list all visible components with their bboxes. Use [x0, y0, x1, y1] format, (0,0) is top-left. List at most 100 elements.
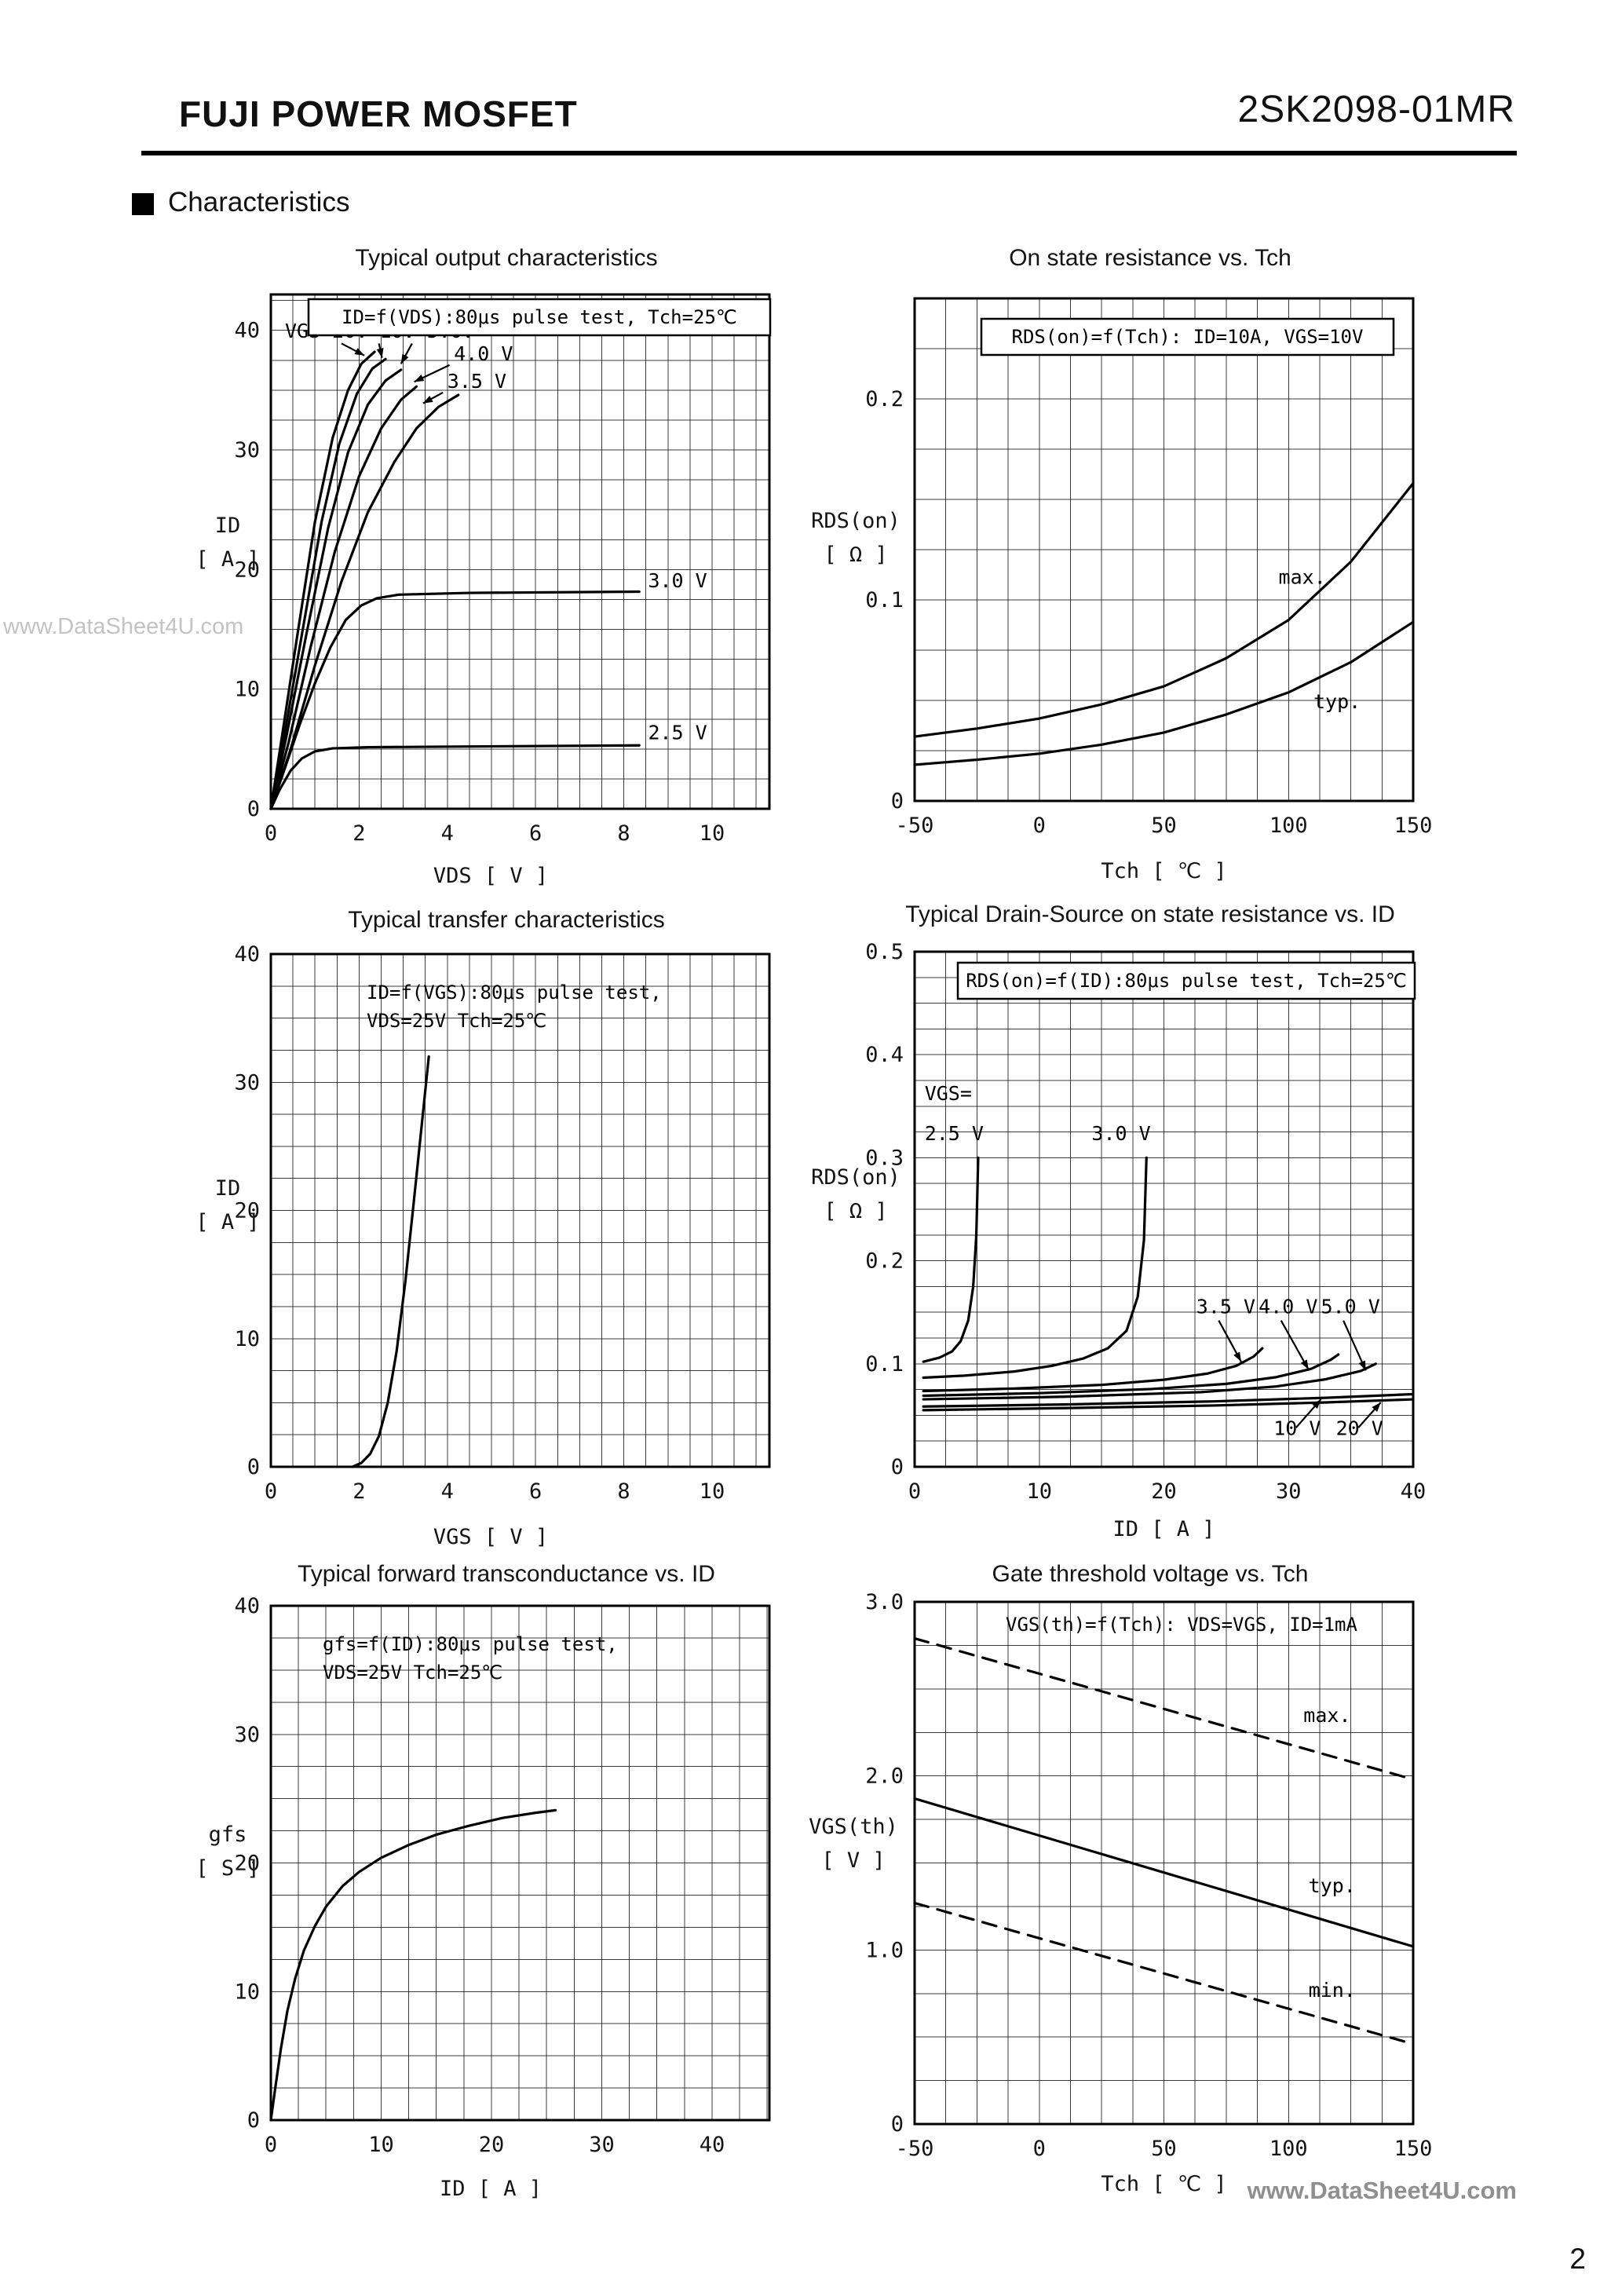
chart-title-typical-output-characteristics: Typical output characteristics [355, 245, 658, 271]
x-axis-label-id-3: ID [ A ] [1112, 1517, 1215, 1541]
svg-text:0.2: 0.2 [865, 1249, 904, 1274]
chart-title-on-state-resistance-vs-id: Typical Drain-Source on state resistance… [905, 901, 1395, 927]
y-axis-unit: [ V ] [821, 1848, 886, 1874]
x-axis-label-id-4: ID [ A ] [439, 2177, 542, 2201]
chart-title-on-state-resistance-vs-tch: On state resistance vs. Tch [1009, 245, 1291, 271]
svg-text:3.5 V: 3.5 V [448, 370, 506, 393]
svg-text:6: 6 [529, 821, 542, 846]
y-axis-symbol: ID [214, 1176, 241, 1201]
svg-text:2: 2 [353, 1479, 365, 1504]
svg-text:0: 0 [265, 2133, 277, 2157]
svg-text:2.5 V: 2.5 V [925, 1122, 984, 1145]
svg-text:50: 50 [1151, 2137, 1177, 2161]
part-number: 2SK2098-01MR [1237, 89, 1515, 130]
svg-text:10: 10 [234, 678, 260, 702]
svg-text:40: 40 [234, 1594, 260, 1618]
section-title: Characteristics [168, 187, 350, 218]
y-axis-label-gfs: gfs [ S ] [184, 1818, 271, 1885]
svg-text:gfs=f(ID):80μs pulse test,: gfs=f(ID):80μs pulse test, [323, 1633, 618, 1655]
svg-text:100: 100 [1269, 2137, 1308, 2161]
svg-text:typ.: typ. [1313, 690, 1361, 713]
watermark-bottom: www.DataSheet4U.com [1247, 2177, 1517, 2204]
chart-plot-typical-transfer-characteristics: 0 2 4 6 8 10 0 10 20 30 40 ID=f(VGS):80μs pulse tes… [234, 942, 771, 1504]
svg-text:40: 40 [1401, 1479, 1427, 1504]
header-rule [141, 151, 1517, 155]
y-axis-label-vgsth: VGS(th) [ V ] [798, 1810, 909, 1877]
y-axis-label-rdson-id: RDS(on) [ Ω ] [802, 1161, 909, 1228]
svg-text:150: 150 [1394, 2137, 1433, 2161]
y-axis-unit: [ S ] [195, 1856, 260, 1881]
svg-text:0.2: 0.2 [865, 387, 904, 411]
y-axis-label-transfer: ID [ A ] [184, 1172, 271, 1239]
y-axis-symbol: gfs [208, 1823, 247, 1847]
chart-plot-on-state-resistance-vs-tch: -50 0 50 100 15000.10.2max.typ.RDS(on)=f(Tch… [865, 297, 1433, 838]
svg-text:30: 30 [234, 438, 260, 462]
svg-text:ID=f(VGS):80μs pulse test,: ID=f(VGS):80μs pulse test, [367, 982, 662, 1004]
svg-text:100: 100 [1269, 813, 1308, 838]
svg-text:0: 0 [247, 1455, 260, 1479]
svg-text:0.1: 0.1 [865, 588, 904, 612]
svg-text:0.5: 0.5 [865, 940, 904, 964]
svg-text:10: 10 [1026, 1479, 1052, 1504]
svg-text:10 V: 10 V [1273, 1417, 1321, 1439]
svg-text:30: 30 [589, 2133, 615, 2157]
y-axis-unit: [ A ] [195, 1210, 260, 1235]
y-axis-symbol: VGS(th) [809, 1815, 898, 1839]
svg-text:VDS=25V Tch=25℃: VDS=25V Tch=25℃ [367, 1010, 546, 1032]
svg-text:0: 0 [1033, 2137, 1046, 2161]
x-axis-label-tch-1: Tch [ ℃ ] [1101, 859, 1227, 883]
y-axis-symbol: ID [214, 514, 241, 538]
svg-text:10: 10 [234, 1980, 260, 2004]
svg-text:8: 8 [617, 1479, 630, 1504]
svg-text:30: 30 [234, 1070, 260, 1095]
svg-text:3.0 V: 3.0 V [1091, 1122, 1150, 1145]
svg-text:20: 20 [479, 2133, 505, 2157]
svg-text:2.5 V: 2.5 V [648, 722, 707, 744]
svg-text:150: 150 [1394, 813, 1433, 838]
svg-text:2: 2 [353, 821, 365, 846]
chart-title-gate-threshold-voltage: Gate threshold voltage vs. Tch [992, 1561, 1309, 1587]
svg-text:40: 40 [234, 942, 260, 967]
svg-text:min.: min. [1309, 1979, 1356, 2002]
y-axis-unit: [ A ] [195, 547, 260, 572]
x-axis-label-vgs: VGS [ V ] [433, 1525, 549, 1549]
y-axis-symbol: RDS(on) [811, 509, 901, 533]
svg-text:0: 0 [247, 2108, 260, 2133]
svg-text:VGS(th)=f(Tch): VDS=VGS, ID=1m: VGS(th)=f(Tch): VDS=VGS, ID=1mA [1006, 1614, 1357, 1636]
y-axis-symbol: RDS(on) [811, 1165, 901, 1190]
watermark-left: www.DataSheet4U.com [3, 614, 244, 639]
svg-text:0: 0 [265, 1479, 277, 1504]
svg-text:4: 4 [441, 821, 454, 846]
page-number: 2 [1569, 2243, 1586, 2275]
chart-plot-forward-transconductance: 0 10 20 30 40 0 10 20 30 40 gfs=f(ID):80μs pulse t… [234, 1594, 771, 2157]
svg-text:0: 0 [891, 2112, 904, 2137]
svg-text:max.: max. [1279, 566, 1326, 589]
svg-text:VDS=25V Tch=25℃: VDS=25V Tch=25℃ [323, 1662, 502, 1684]
svg-text:40: 40 [234, 319, 260, 343]
svg-text:20 V: 20 V [1336, 1417, 1383, 1439]
svg-text:0: 0 [247, 797, 260, 821]
svg-text:VGS=: VGS= [925, 1082, 972, 1105]
y-axis-label-output: ID [ A ] [184, 509, 271, 576]
svg-text:40: 40 [700, 2133, 725, 2157]
y-axis-unit: [ Ω ] [824, 543, 888, 568]
chart-plot-gate-threshold-voltage: -50 0 50 100 15001.02.03.0max.typ.min.VGS(th… [865, 1590, 1433, 2161]
svg-text:4.0 V: 4.0 V [1259, 1296, 1317, 1318]
svg-text:RDS(on)=f(Tch): ID=10A, VGS=10: RDS(on)=f(Tch): ID=10A, VGS=10V [1012, 326, 1364, 348]
x-axis-label-tch-5: Tch [ ℃ ] [1101, 2172, 1227, 2196]
svg-text:30: 30 [1276, 1479, 1302, 1504]
svg-text:50: 50 [1151, 813, 1177, 838]
svg-text:3.0: 3.0 [865, 1590, 904, 1614]
svg-text:3.5 V: 3.5 V [1196, 1296, 1255, 1318]
svg-text:0: 0 [891, 1455, 904, 1479]
svg-text:typ.: typ. [1309, 1874, 1356, 1897]
svg-text:2.0: 2.0 [865, 1764, 904, 1789]
svg-text:4: 4 [441, 1479, 454, 1504]
chart-title-forward-transconductance: Typical forward transconductance vs. ID [298, 1561, 715, 1587]
svg-text:0: 0 [891, 789, 904, 813]
svg-text:5.0 V: 5.0 V [1321, 1296, 1380, 1318]
svg-text:0: 0 [1033, 813, 1046, 838]
chart-plot-typical-output-characteristics: 0246810010203040VGS=20V 10V 5.0V4.0 V3.5… [234, 293, 772, 846]
svg-text:0.1: 0.1 [865, 1352, 904, 1377]
